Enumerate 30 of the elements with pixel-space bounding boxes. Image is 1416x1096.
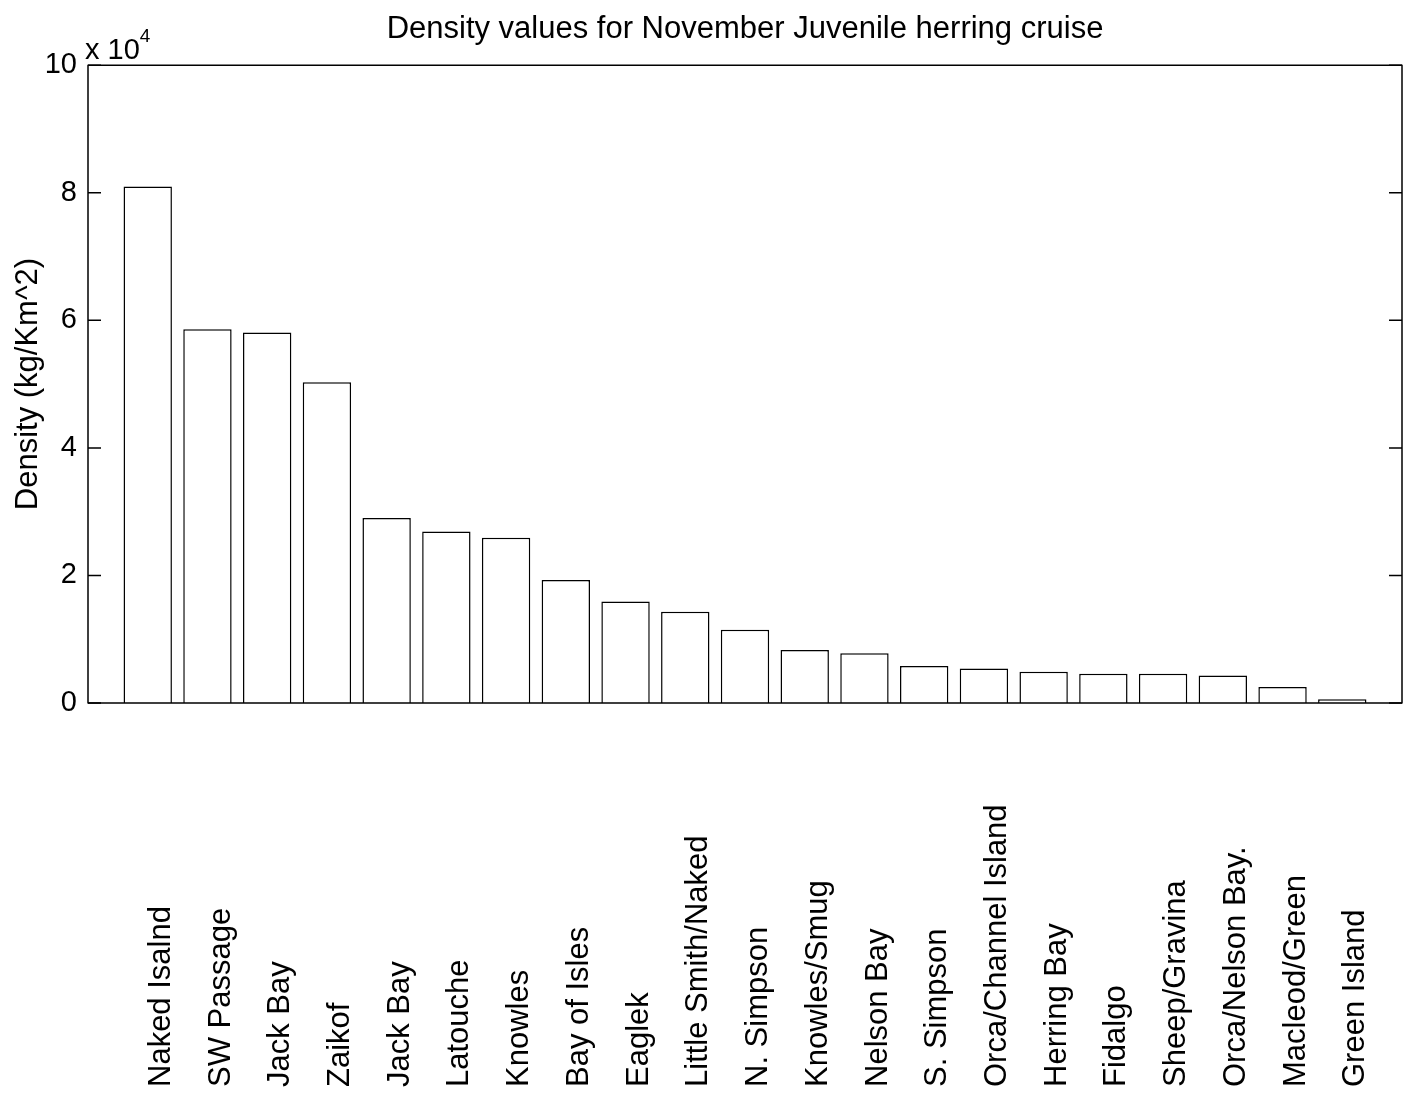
annotation: x 10$^{4}$ bbox=[85, 25, 151, 66]
x-tick-label: Zaikof bbox=[320, 1002, 356, 1087]
x-tick-label: Fidalgo bbox=[1097, 985, 1133, 1087]
x-tick-label: Bay of Isles bbox=[559, 926, 595, 1087]
x-tick-label: N. Simpson bbox=[739, 926, 775, 1087]
x-tick-label: Orca/Channel Island bbox=[977, 804, 1013, 1087]
x-tick-label: Green Island bbox=[1336, 909, 1372, 1087]
x-tick-label: Macleod/Green bbox=[1276, 875, 1312, 1087]
y-tick-label: 6 bbox=[60, 302, 77, 335]
x-tick-label: Jack Bay bbox=[380, 960, 416, 1087]
x-tick-label: Nelson Bay bbox=[858, 927, 894, 1087]
x-tick-label: SW Passage bbox=[201, 907, 237, 1087]
x-tick-label: Eaglek bbox=[619, 991, 655, 1087]
y-tick-label: 0 bbox=[60, 685, 77, 717]
x-tick-label: Latouche bbox=[440, 959, 476, 1087]
y-tick-label: 2 bbox=[60, 557, 77, 590]
x-tick-label: Knowles/Smug bbox=[798, 880, 834, 1087]
x-tick-label: Orca/Nelson Bay. bbox=[1216, 846, 1252, 1087]
x-tick-label: Naked Isalnd bbox=[141, 906, 177, 1087]
y-tick-label: 8 bbox=[60, 174, 77, 207]
x-tick-label: S. Simpson bbox=[918, 928, 954, 1087]
x-tick-label: Knowles bbox=[500, 969, 536, 1087]
chart-title: Density values for November Juvenile herring cruise bbox=[386, 10, 1104, 46]
x-tick-label: Little Smith/Naked bbox=[679, 835, 715, 1087]
x-tick-label: Herring Bay bbox=[1037, 922, 1073, 1087]
y-axis-title: Density (kg/Km^2) bbox=[9, 257, 45, 511]
x-tick-label: Jack Bay bbox=[261, 960, 297, 1087]
x-tick-label: Sheep/Gravina bbox=[1157, 879, 1193, 1087]
y-tick-label: 10 bbox=[44, 47, 77, 80]
y-tick-label: 4 bbox=[60, 429, 77, 462]
